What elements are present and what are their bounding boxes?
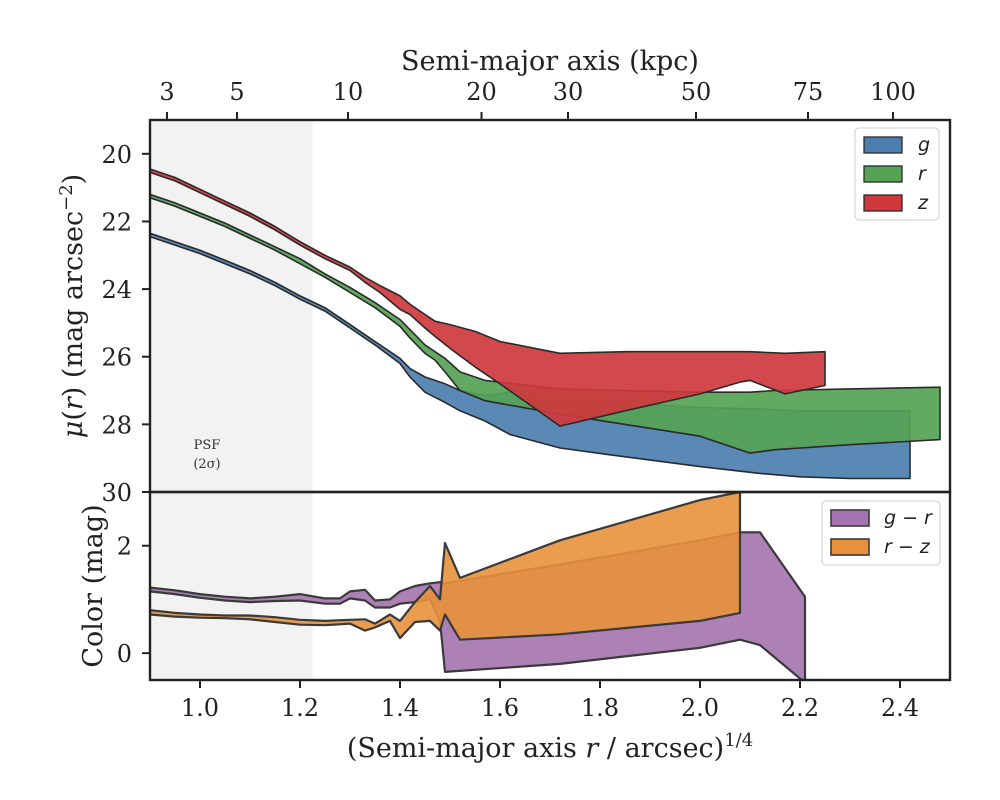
x-axis-title: (Semi-major axis r / arcsec)1/4 [347,730,753,764]
kpc-tick-label-100: 100 [870,78,916,106]
color-bands [150,492,807,680]
psf-label-line2: (2σ) [193,457,220,472]
color-y-axis-ticks: 02 [117,533,150,668]
color-tick-label-0: 0 [117,640,132,668]
mu-tick-label-20: 20 [101,141,132,169]
x-tick-label-2.0: 2.0 [681,694,719,722]
color-axis-title: Color (mag) [78,504,109,667]
legend-label-r-z: r − z [884,536,931,558]
bottom-plot-frame [148,490,952,682]
psf-region-top [150,120,313,492]
legend-swatch-g [863,136,903,154]
legend-swatch-r [863,165,903,183]
kpc-tick-label-75: 75 [793,78,824,106]
mu-tick-label-24: 24 [101,276,132,304]
mu-tick-label-26: 26 [101,344,132,372]
color-legend: g − r r − z [821,500,941,566]
mu-tick-label-30: 30 [101,479,132,507]
legend-label-g: g [918,134,930,156]
mu-tick-label-28: 28 [101,411,132,439]
legend-label-r: r [918,163,927,185]
kpc-tick-label-5: 5 [229,78,244,106]
kpc-tick-label-50: 50 [681,78,712,106]
band-legend: grz [854,127,940,221]
legend-swatch-z [863,194,903,212]
kpc-top-axis-ticks: 3 5 10 20 30 50 75 100 [159,78,916,120]
band-z [150,168,826,427]
kpc-tick-label-3: 3 [159,78,174,106]
surface-brightness-panel: 20 22 24 26 28 30 3 5 10 20 30 50 75 100 PSF (2σ) gr… [56,46,941,507]
kpc-tick-label-10: 10 [333,78,364,106]
surface-brightness-bands [150,168,941,480]
legend-label-g-r: g − r [884,507,933,529]
x-tick-label-2.4: 2.4 [881,694,919,722]
psf-region-bottom [150,492,313,680]
mu-tick-label-22: 22 [101,208,132,236]
color-band-r-z [150,492,742,641]
kpc-axis-title: Semi-major axis (kpc) [401,46,699,77]
x-tick-label-1.4: 1.4 [381,694,419,722]
kpc-tick-label-20: 20 [466,78,497,106]
x-tick-label-1.8: 1.8 [581,694,619,722]
legend-swatch-g-r [830,509,870,527]
color-panel: 02 1.0 1.2 1.4 1.6 1.8 2.0 2.2 2.4 g − rr − z C… [78,492,941,764]
mu-axis-title: μ(r) (mag arcsec−2) [56,174,89,438]
legend-swatch-r-z [830,538,870,556]
psf-label-line1: PSF [194,438,221,453]
x-tick-label-1.0: 1.0 [181,694,219,722]
x-tick-label-1.2: 1.2 [281,694,319,722]
color-tick-label-2: 2 [117,533,132,561]
legend-label-z: z [917,192,929,214]
x-tick-label-2.2: 2.2 [781,694,819,722]
x-axis-ticks: 1.0 1.2 1.4 1.6 1.8 2.0 2.2 2.4 [181,680,919,722]
mu-y-axis-ticks: 20 22 24 26 28 30 [101,141,150,507]
kpc-tick-label-30: 30 [553,78,584,106]
x-tick-label-1.6: 1.6 [481,694,519,722]
